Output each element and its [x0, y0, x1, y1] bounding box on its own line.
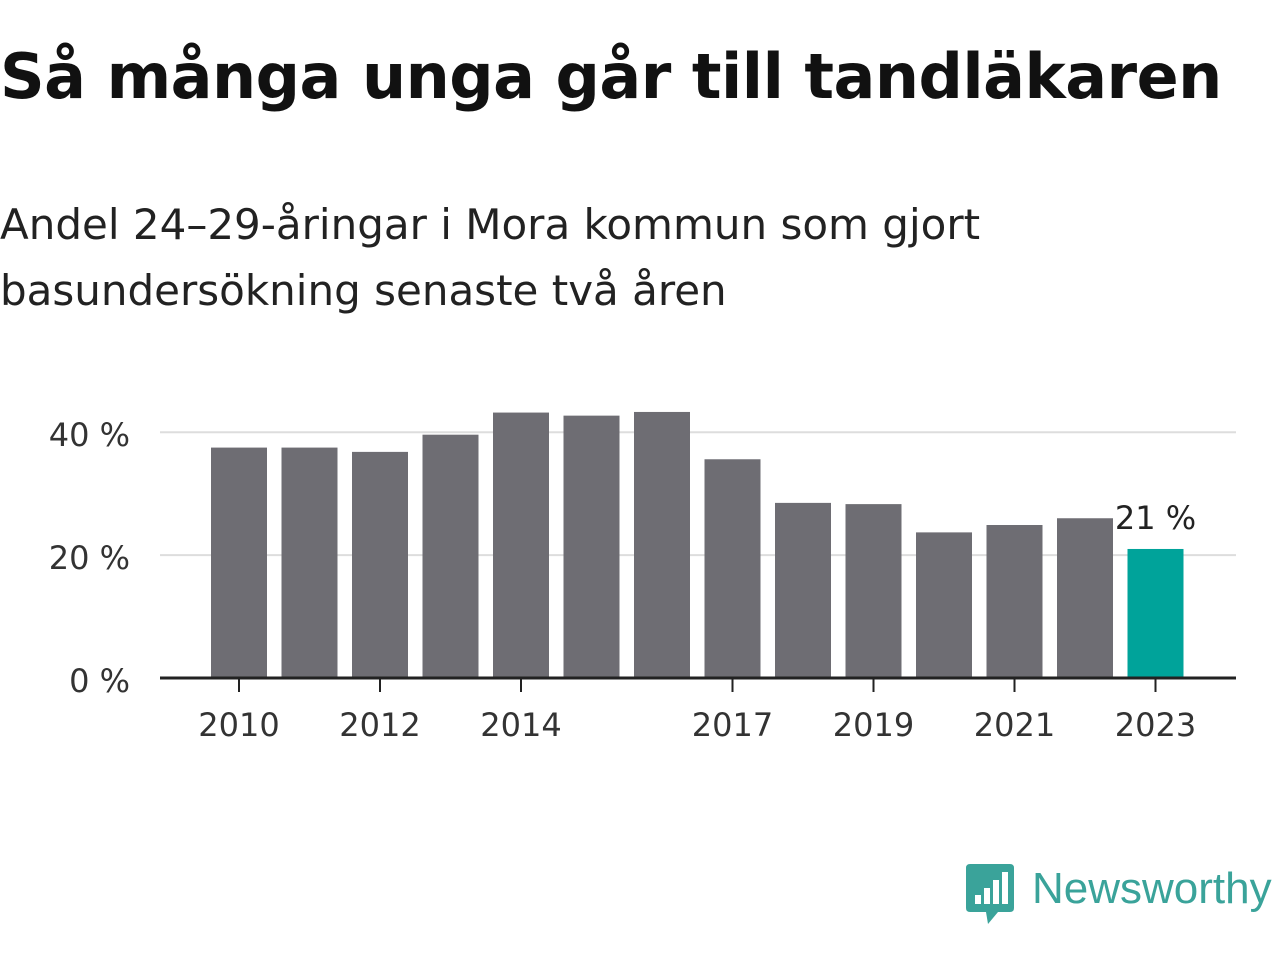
x-tick-label: 2012 — [339, 706, 420, 744]
bar-2015 — [563, 415, 620, 678]
bar-2022 — [1057, 518, 1113, 678]
y-tick-label: 0 % — [69, 662, 130, 700]
bar-2018 — [775, 502, 831, 678]
bar-2013 — [422, 434, 479, 678]
x-tick-label: 2023 — [1115, 706, 1196, 744]
y-tick-label: 40 % — [49, 416, 130, 454]
bars — [211, 411, 1184, 678]
brand-logo: Newsworthy — [964, 862, 1280, 932]
bar-2020 — [916, 532, 972, 678]
bar-2012 — [352, 451, 408, 678]
x-tick-label: 2010 — [198, 706, 279, 744]
bar-chart-speech-bubble-icon — [966, 864, 1014, 924]
bar-2023 — [1127, 548, 1184, 678]
x-tick-label: 2017 — [692, 706, 773, 744]
chart-title: Så många unga går till tandläkaren — [0, 40, 1222, 113]
chart-subtitle: Andel 24–29-åringar i Mora kommun som gj… — [0, 200, 981, 315]
data-label-2023: 21 % — [1115, 499, 1196, 537]
bar-2011 — [281, 447, 338, 678]
x-tick-label: 2019 — [833, 706, 914, 744]
bar-2014 — [493, 412, 549, 678]
x-tick-label: 2021 — [974, 706, 1055, 744]
bar-2019 — [845, 504, 902, 678]
y-tick-label: 20 % — [49, 539, 130, 577]
bar-chart: 0 % 20 % 40 % 2010 2012 2014 2017 2019 2021 2023 2… — [49, 411, 1236, 744]
brand-name: Newsworthy — [1032, 864, 1272, 913]
bar-2016 — [634, 411, 690, 678]
axes — [160, 676, 1236, 692]
bar-2017 — [704, 459, 761, 678]
bar-2021 — [986, 525, 1043, 678]
x-tick-label: 2014 — [480, 706, 561, 744]
bar-2010 — [211, 447, 267, 678]
labels: 0 % 20 % 40 % 2010 2012 2014 2017 2019 2021 2023 2… — [49, 416, 1199, 744]
gridlines — [160, 431, 1236, 557]
